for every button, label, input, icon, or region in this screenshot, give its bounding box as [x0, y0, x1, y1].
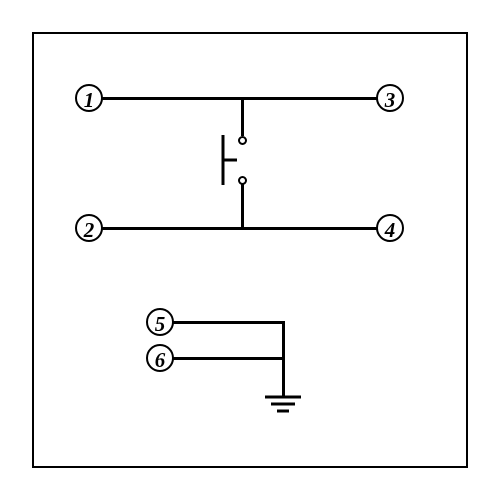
terminal-4: 4	[376, 214, 404, 242]
terminal-3: 3	[376, 84, 404, 112]
terminal-6: 6	[146, 344, 174, 372]
terminal-1-label: 1	[84, 88, 95, 112]
terminal-4-label: 4	[385, 218, 396, 242]
terminal-5: 5	[146, 308, 174, 336]
terminal-5-label: 5	[155, 312, 166, 336]
ground-icon	[0, 0, 500, 500]
terminal-3-label: 3	[385, 88, 396, 112]
terminal-2: 2	[75, 214, 103, 242]
terminal-1: 1	[75, 84, 103, 112]
terminal-6-label: 6	[155, 348, 166, 372]
terminal-2-label: 2	[84, 218, 95, 242]
